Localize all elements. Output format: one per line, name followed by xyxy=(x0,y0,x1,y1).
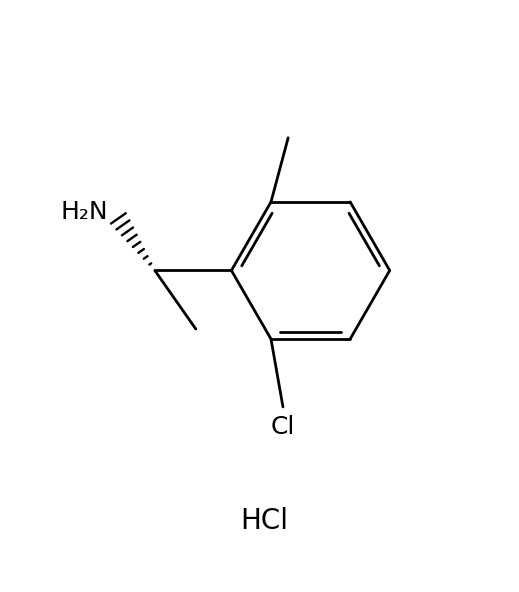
Text: H₂N: H₂N xyxy=(60,200,107,224)
Text: HCl: HCl xyxy=(241,507,289,535)
Text: Cl: Cl xyxy=(271,414,295,439)
